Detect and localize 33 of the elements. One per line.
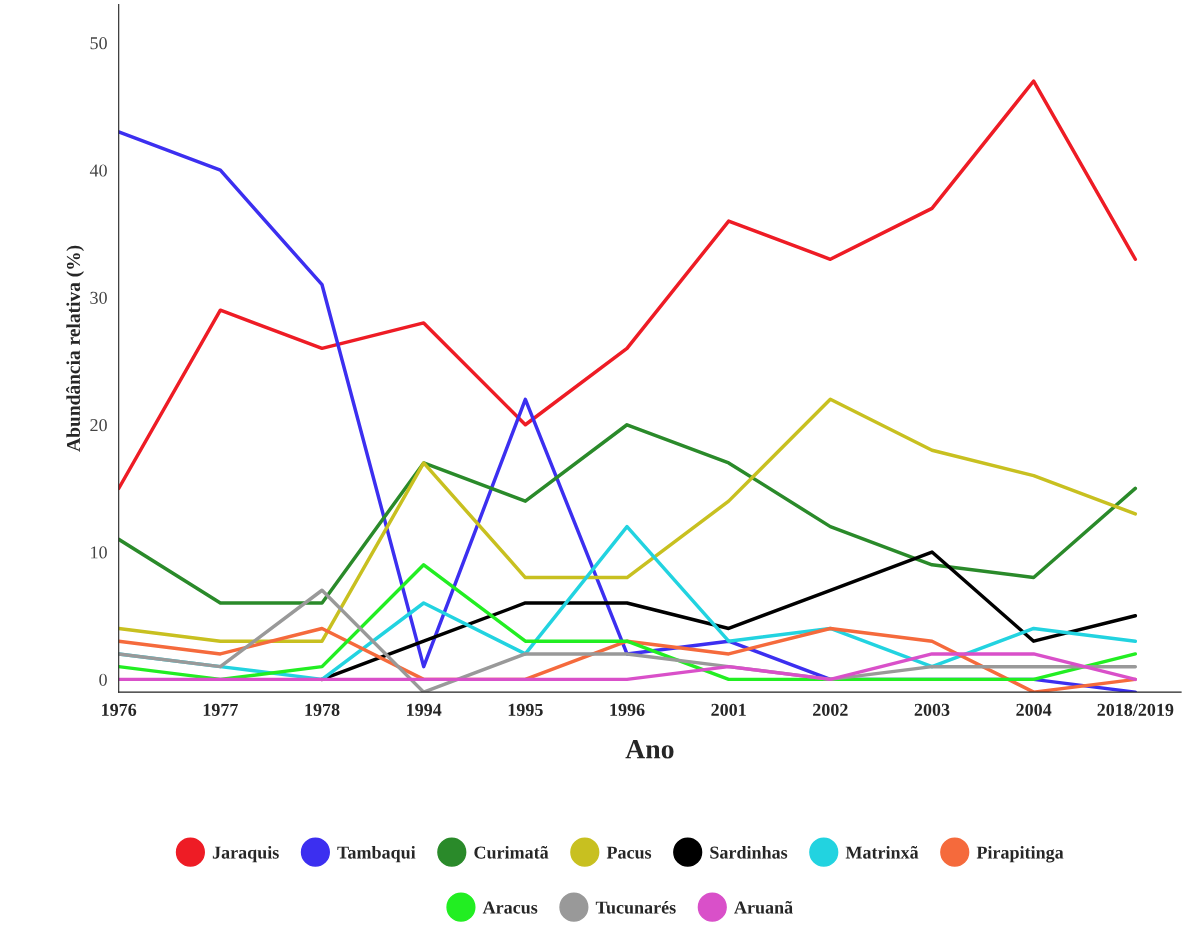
- x-axis-title: Ano: [625, 739, 674, 759]
- y-tick-label: 0: [99, 673, 107, 686]
- x-tick-label: 1994: [407, 703, 442, 716]
- x-tick-label: 1996: [610, 703, 645, 716]
- x-tick-label: 1978: [305, 703, 340, 716]
- legend-label: Pacus: [606, 846, 652, 859]
- y-tick-label: 30: [90, 291, 107, 304]
- legend-label: Aruanã: [734, 900, 793, 914]
- y-axis-title: Abundância relativa (%): [66, 245, 84, 452]
- line-series: [118, 563, 1138, 682]
- line-series: [118, 79, 1138, 491]
- legend-label: Tambaqui: [337, 845, 416, 863]
- legend-label: Curimatã: [474, 845, 549, 859]
- legend-label: Pirapitinga: [976, 845, 1064, 863]
- y-tick-label: 10: [91, 546, 107, 559]
- x-tick-label: 2003: [914, 703, 950, 716]
- y-tick-label: 20: [90, 419, 107, 432]
- legend-label: Tucunarés: [595, 900, 676, 914]
- y-tick-label: 40: [89, 164, 107, 177]
- line-series: [118, 423, 1138, 605]
- legend-label: Sardinhas: [710, 845, 788, 859]
- y-tick-label: 50: [90, 37, 107, 50]
- line-series: [118, 397, 1138, 643]
- x-tick-label: 2018/2019: [1097, 703, 1174, 716]
- x-tick-label: 2002: [813, 703, 848, 716]
- legend-label: Jaraquis: [212, 845, 279, 863]
- x-tick-label: 2004: [1016, 703, 1052, 716]
- x-tick-label: 2001: [711, 703, 746, 716]
- legend-label: Aracus: [482, 901, 538, 914]
- legend-label: Matrinxã: [845, 845, 919, 859]
- x-tick-label: 1977: [203, 703, 238, 716]
- x-tick-label: 1976: [102, 703, 137, 716]
- x-tick-label: 1995: [508, 703, 543, 716]
